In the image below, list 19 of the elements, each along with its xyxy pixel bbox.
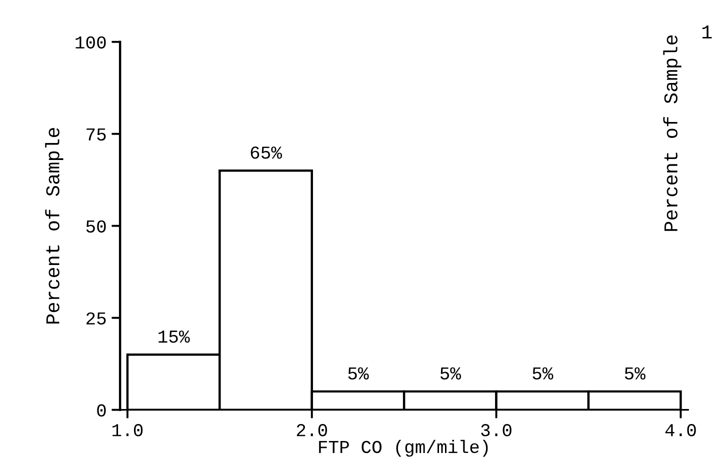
x-tick-label: 4.0 (665, 424, 696, 436)
annotation: Percent of Sample (663, 35, 682, 231)
x-tick-label: 1.0 (112, 424, 143, 436)
y-axis-title: Percent of Sample (45, 128, 64, 324)
x-tick-label: 2.0 (296, 424, 328, 436)
y-tick-label: 50 (86, 220, 106, 233)
y-tick-label: 100 (76, 36, 106, 49)
data-label: 5% (348, 367, 369, 380)
data-label: 5% (440, 367, 462, 380)
x-axis-title: FTP CO (gm/mile) (319, 440, 488, 457)
y-tick-label: 0 (97, 404, 106, 417)
y-tick-label: 75 (86, 128, 106, 141)
x-tick-label: 3.0 (481, 424, 512, 436)
data-label: 5% (624, 367, 646, 380)
data-label: 5% (532, 367, 554, 380)
y-tick-label: 25 (86, 312, 106, 325)
data-label: 15% (158, 330, 190, 343)
text: 1 (702, 26, 712, 38)
data-label: 65% (250, 146, 282, 159)
